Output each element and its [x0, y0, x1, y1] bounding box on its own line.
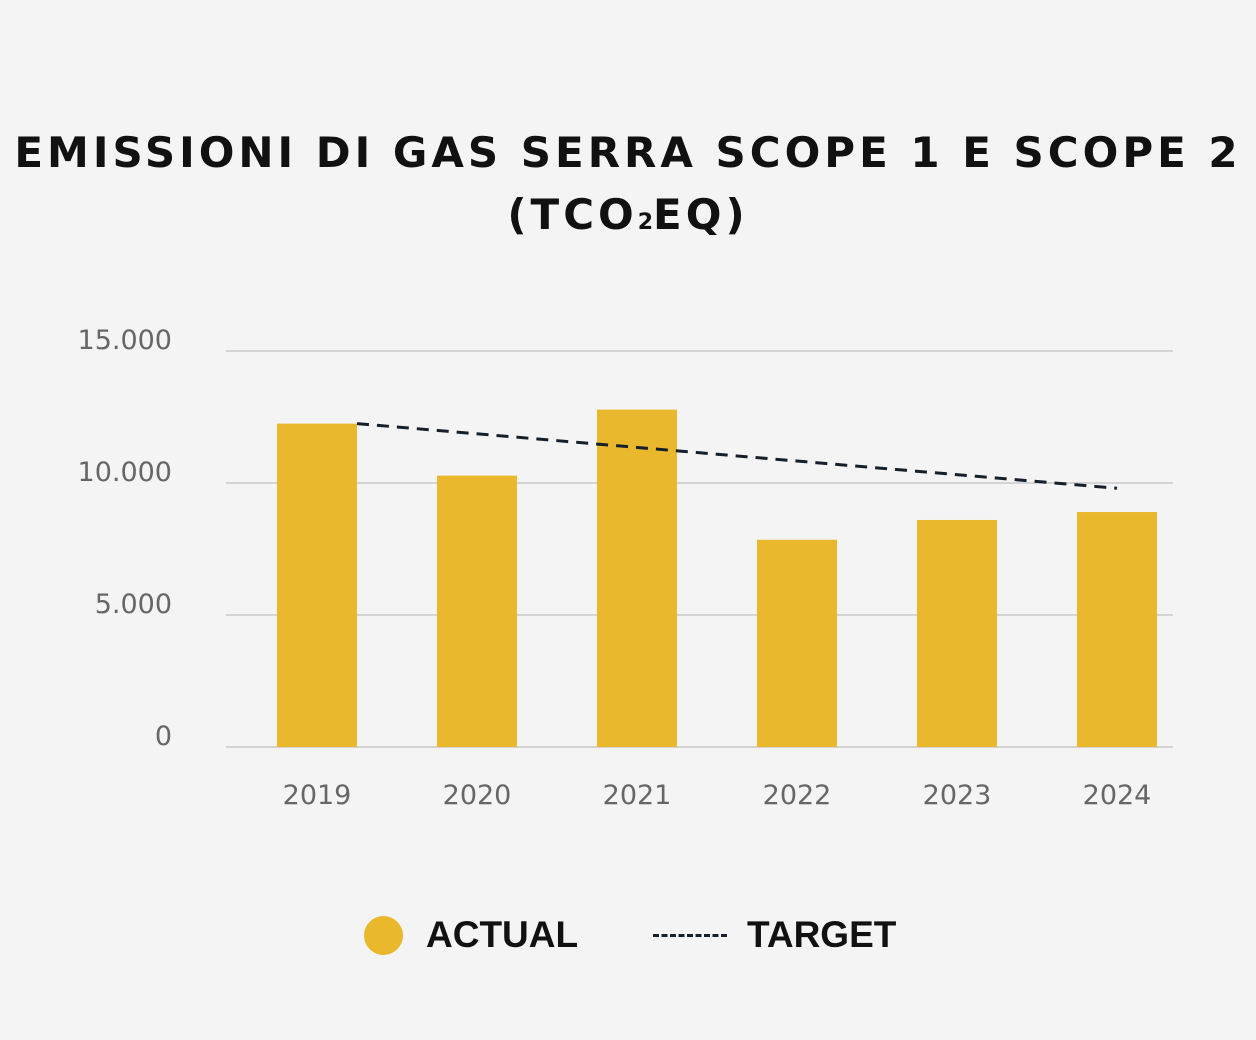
- title-unit-suffix: EQ): [653, 190, 749, 239]
- bar-2021: [597, 409, 677, 747]
- y-tick-label: 0: [155, 721, 172, 752]
- bar-2019: [277, 423, 357, 747]
- grid-layer: [226, 350, 1173, 748]
- x-tick-label-2020: 2020: [443, 780, 512, 811]
- x-tick-label-2021: 2021: [603, 780, 672, 811]
- bar-2023: [917, 519, 997, 747]
- x-tick-label-2022: 2022: [763, 780, 832, 811]
- bars-layer: [277, 409, 1157, 747]
- title-unit-prefix: (TCO: [507, 190, 638, 239]
- legend-swatch-actual: [364, 915, 403, 955]
- x-axis-tick-labels: 2019 2020 2021 2022 2023 2024: [283, 780, 1152, 811]
- x-tick-label-2023: 2023: [923, 780, 992, 811]
- target-line-layer: [356, 422, 1118, 490]
- legend: ACTUAL TARGET: [0, 912, 1256, 962]
- x-tick-label-2024: 2024: [1083, 780, 1152, 811]
- legend-label-actual: ACTUAL: [426, 914, 579, 955]
- y-tick-label: 5.000: [95, 589, 172, 620]
- target-line: [356, 422, 1118, 490]
- chart-title-line2: (TCO2EQ): [0, 190, 1256, 239]
- legend-label-target: TARGET: [747, 914, 897, 955]
- y-axis-tick-labels: 0 5.000 10.000 15.000: [78, 325, 172, 752]
- legend-item-actual: ACTUAL: [364, 914, 578, 956]
- x-tick-label-2019: 2019: [283, 780, 352, 811]
- title-unit-subscript: 2: [637, 210, 654, 235]
- y-tick-label: 15.000: [78, 325, 172, 356]
- chart-title-line1: EMISSIONI DI GAS SERRA SCOPE 1 E SCOPE 2: [14, 128, 1242, 177]
- bar-2022: [757, 539, 837, 747]
- bar-2020: [437, 475, 517, 747]
- bar-2024: [1077, 512, 1157, 747]
- y-tick-label: 10.000: [78, 457, 172, 488]
- legend-swatch-target: [653, 933, 727, 937]
- legend-item-target: TARGET: [653, 914, 896, 956]
